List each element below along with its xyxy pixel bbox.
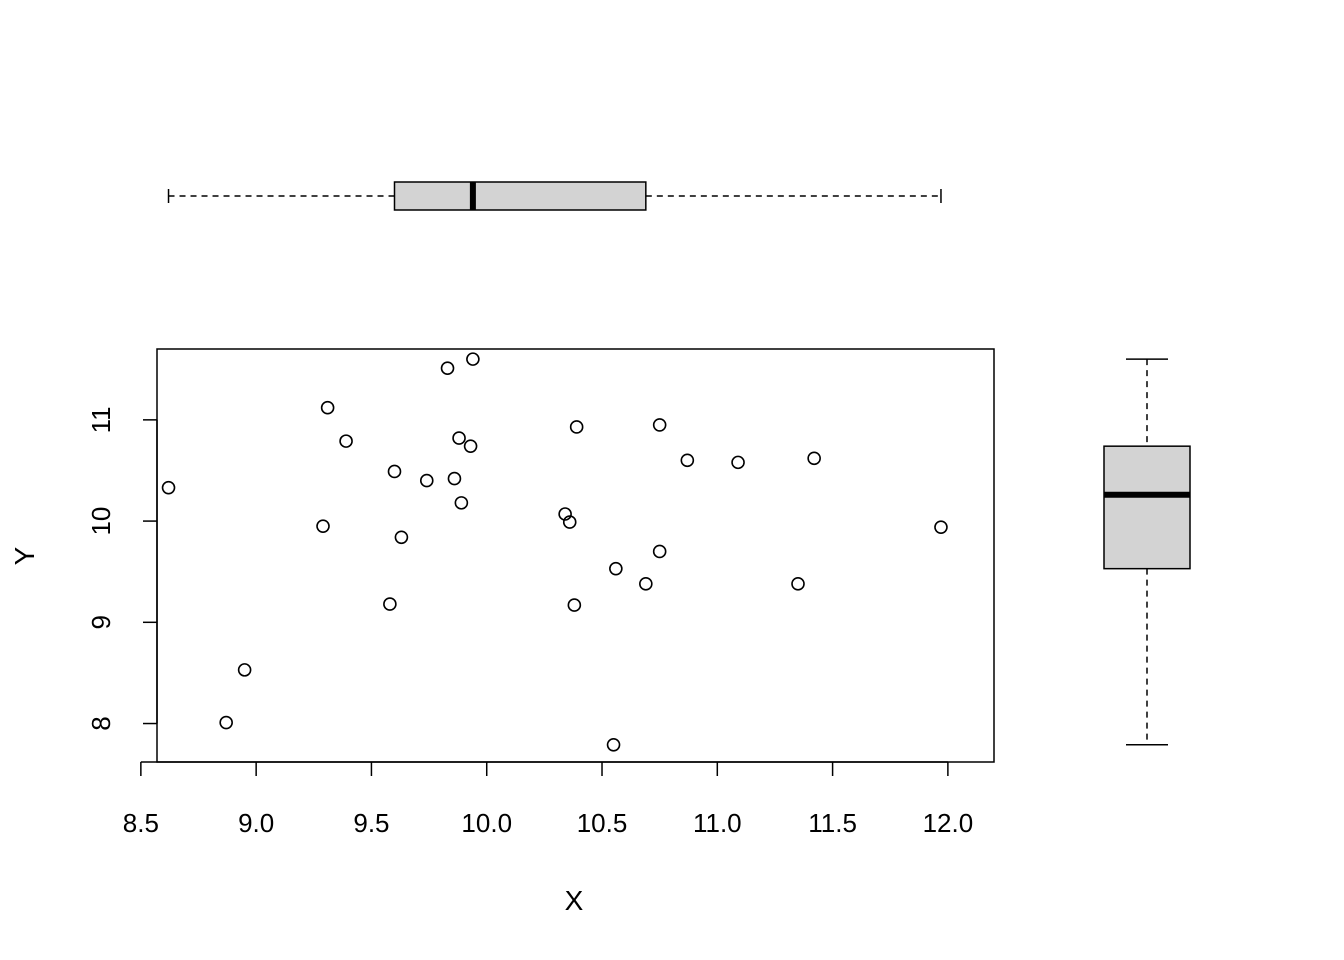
y-axis: 8 9 10 11	[86, 406, 158, 731]
scatter-point-4	[320, 400, 335, 415]
scatter-point-8	[394, 530, 409, 545]
x-box-body	[393, 181, 647, 211]
x-tick-label-1: 9.0	[238, 808, 274, 838]
x-axis-label: X	[565, 885, 584, 916]
scatter-points	[161, 352, 948, 752]
scatter-point-21	[609, 561, 623, 576]
scatter-point-24	[652, 418, 667, 432]
scatter-point-15	[466, 352, 480, 366]
scatter-point-25	[680, 453, 695, 468]
scatter-point-28	[807, 451, 821, 466]
y-tick-label-1: 9	[86, 615, 116, 629]
scatter-point-17	[562, 515, 577, 529]
scatter-point-23	[652, 544, 667, 559]
scatter-point-11	[447, 471, 462, 486]
y-tick-label-0: 8	[86, 716, 116, 730]
x-tick-label-7: 12.0	[923, 808, 974, 838]
x-axis: 8.5 9.0 9.5 10.0 10.5 11.0 11.5 12.0	[123, 761, 974, 838]
scatter-point-16	[558, 507, 572, 521]
y-boxplot	[1103, 358, 1191, 746]
scatter-point-0	[161, 480, 176, 495]
y-tick-label-3: 11	[86, 406, 116, 433]
scatter-point-12	[452, 431, 466, 445]
scatter-point-2	[237, 663, 252, 677]
y-box-body	[1103, 445, 1191, 570]
scatter-point-10	[440, 361, 455, 376]
x-tick-label-5: 11.0	[693, 808, 742, 838]
scatter-point-29	[934, 520, 948, 534]
scatter-point-9	[419, 473, 434, 488]
scatter-point-19	[569, 420, 584, 434]
scatter-point-6	[383, 597, 397, 611]
x-boxplot	[167, 181, 942, 211]
x-tick-label-2: 9.5	[353, 808, 389, 838]
scatter-point-26	[731, 455, 745, 470]
scatter-point-22	[639, 577, 653, 591]
scatter-point-14	[463, 439, 478, 453]
scatter-point-1	[219, 715, 233, 730]
x-tick-label-4: 10.5	[577, 808, 628, 838]
x-tick-label-0: 8.5	[123, 808, 159, 838]
plot-frame	[156, 348, 995, 763]
x-tick-label-3: 10.0	[461, 808, 512, 838]
scatter-point-27	[791, 577, 805, 591]
scatter-point-7	[387, 464, 402, 479]
y-tick-label-2: 10	[86, 507, 116, 536]
x-tick-label-6: 11.5	[808, 808, 857, 838]
scatter-point-13	[454, 496, 469, 510]
scatter-point-3	[316, 519, 330, 533]
scatter-point-18	[567, 598, 582, 612]
y-axis-label: Y	[9, 546, 40, 565]
scatter-point-20	[606, 737, 621, 752]
scatter-point-5	[339, 434, 353, 448]
